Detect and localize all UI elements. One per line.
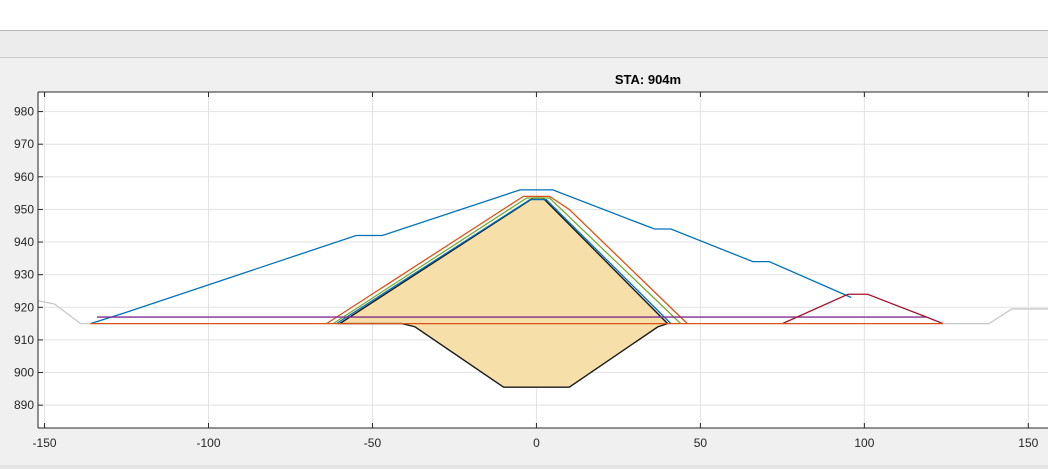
- y-tick-label: 950: [14, 202, 34, 216]
- x-tick-label: -50: [364, 436, 382, 450]
- series-line-7: [37, 300, 91, 325]
- chart-title: STA: 904m: [615, 72, 681, 87]
- cross-section-chart: STA: 904m -150 -100 -50 0 50 100 150 890 900 910 9…: [14, 72, 1048, 450]
- y-tick-label: 970: [14, 137, 34, 151]
- toolbar-strip: [0, 31, 1048, 58]
- x-tick-label: 50: [694, 436, 708, 450]
- series-line-0: [90, 189, 852, 325]
- y-tick-label: 930: [14, 268, 34, 282]
- bottom-strip: [0, 465, 1048, 469]
- x-tick-label: -100: [197, 436, 221, 450]
- y-tick-label: 940: [14, 235, 34, 249]
- y-tick-label: 920: [14, 300, 34, 314]
- y-tick-label: 890: [14, 398, 34, 412]
- y-tick-label: 900: [14, 366, 34, 380]
- x-tick-label: 150: [1018, 436, 1038, 450]
- series-line-3: [336, 199, 672, 325]
- x-tick-label: -150: [33, 436, 57, 450]
- y-tick-label: 910: [14, 333, 34, 347]
- title-bar: [0, 0, 1048, 31]
- y-tick-label: 960: [14, 170, 34, 184]
- series-line-8: [943, 308, 1048, 325]
- x-tick-label: 100: [854, 436, 874, 450]
- series-layer: [37, 189, 1048, 325]
- series-line-5: [782, 293, 944, 325]
- y-tick-label: 980: [14, 105, 34, 119]
- x-tick-label: 0: [533, 436, 540, 450]
- figure-area: STA: 904m -150 -100 -50 0 50 100 150 890 900 910 9…: [0, 58, 1048, 469]
- series-line-1: [326, 195, 688, 325]
- series-line-2: [332, 197, 682, 325]
- axes: -150 -100 -50 0 50 100 150 890 900 910 920 930 940 95…: [14, 91, 1048, 450]
